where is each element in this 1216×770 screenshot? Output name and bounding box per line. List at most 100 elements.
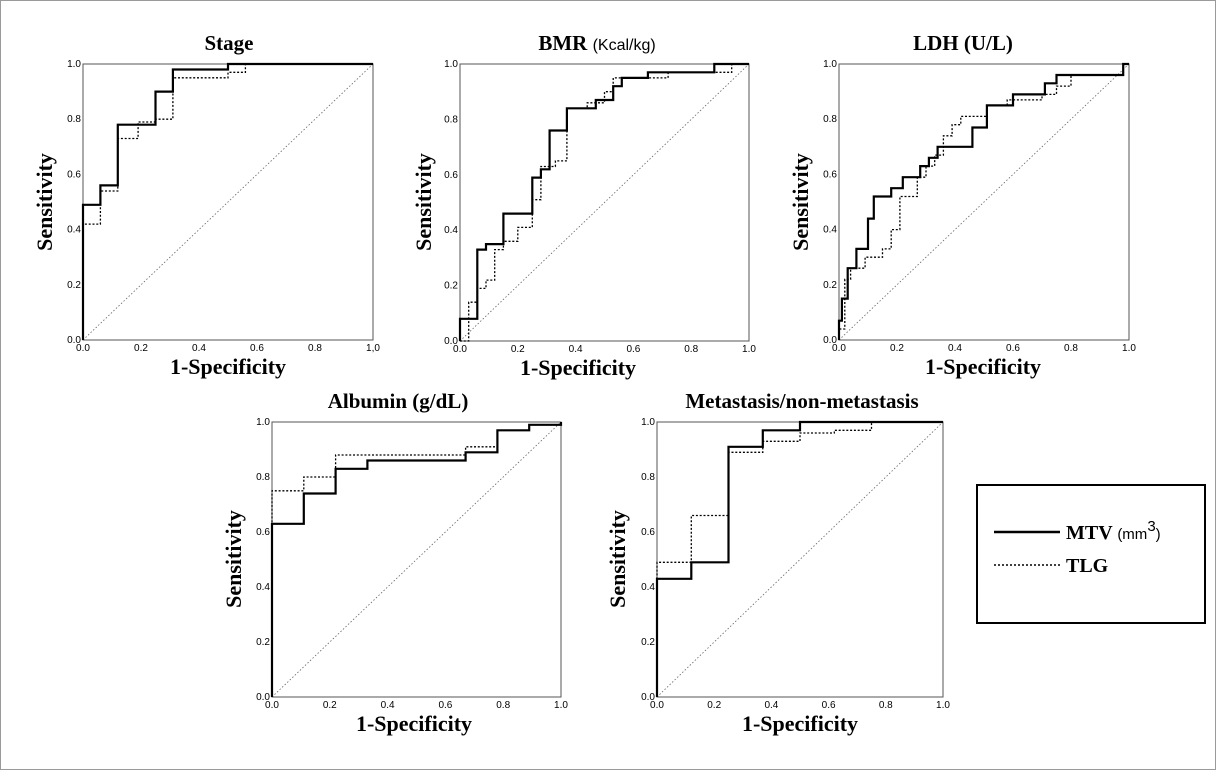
x-tick-label-metastasis: 0.8 [879,700,893,711]
y-tick-label-bmr: 1.0 [444,59,458,70]
x-tick-label-stage: 0.2 [134,343,148,354]
roc-curve-mtv-stage [81,62,373,340]
legend-label-tlg: TLG [1066,555,1109,577]
x-tick-label-albumin: 0.8 [496,700,510,711]
panel-title-stage: Stage [205,31,254,55]
y-tick-label-stage: 0.8 [67,114,81,125]
legend-label-mtv: MTV (mm3) [1066,518,1161,545]
y-tick-label-bmr: 0.6 [444,170,458,181]
panel-metastasis: Metastasis/non-metastasis 0.0 0.2 0.4 0.6 0.… [605,389,950,736]
plot-area-bmr [459,63,750,342]
roc-curve-mtv-albumin [270,422,563,697]
y-tick-label-ldh: 0.6 [823,169,837,180]
roc-curve-mtv-metastasis [655,420,943,697]
x-tick-label-ldh: 1.0 [1122,343,1136,354]
y-tick-label-metastasis: 1.0 [641,417,655,428]
panel-title-bmr-main: BMR [538,31,588,55]
x-tick-label-metastasis: 0.2 [707,700,721,711]
panel-title-albumin: Albumin (g/dL) [328,389,469,413]
x-tick-label-ldh: 0.0 [832,343,846,354]
x-tick-label-metastasis: 1.0 [936,700,950,711]
x-tick-label-albumin: 0.0 [265,700,279,711]
legend-label-mtv-close: ) [1156,526,1161,543]
x-tick-label-bmr: 0.8 [684,344,698,355]
y-tick-label-bmr: 0.0 [444,336,458,347]
x-tick-label-bmr: 0.6 [626,344,640,355]
y-tick-label-stage: 0.0 [67,335,81,346]
y-axis-label-stage: Sensitivity [32,153,57,251]
panel-ldh: LDH (U/L) 0.0 0.2 0.4 0.6 0.8 1.0 0.0 0.2 0.4 0.6… [788,31,1136,379]
x-tick-label-bmr: 0.0 [453,344,467,355]
y-tick-label-albumin: 0.4 [256,582,270,593]
y-tick-label-bmr: 0.8 [444,114,458,125]
y-tick-label-metastasis: 0.8 [641,472,655,483]
reference-diagonal-bmr [459,63,750,342]
y-axis-label-ldh: Sensitivity [788,153,813,251]
x-tick-label-ldh: 0.6 [1006,343,1020,354]
y-tick-label-albumin: 0.6 [256,527,270,538]
plot-area-ldh [838,63,1130,341]
x-tick-label-stage: 1,0 [366,343,380,354]
roc-curve-mtv-ldh [837,62,1129,340]
y-tick-label-metastasis: 0.4 [641,582,655,593]
roc-curve-mtv-bmr [458,62,749,341]
panel-title-bmr: BMR (Kcal/kg) [538,31,655,55]
x-tick-label-bmr: 1.0 [742,344,756,355]
y-tick-label-ldh: 0.4 [823,225,837,236]
y-tick-label-ldh: 1.0 [823,59,837,70]
y-tick-label-stage: 0.2 [67,280,81,291]
panel-title-metastasis: Metastasis/non-metastasis [685,389,918,413]
panel-stage: Stage 0.0 0.2 0.4 0.6 0.8 1,0 0.0 0.2 0.4 0.6 0.8 1… [32,31,380,379]
reference-diagonal-metastasis [656,421,944,698]
y-tick-label-bmr: 0.2 [444,281,458,292]
y-tick-label-albumin: 0.8 [256,472,270,483]
panel-title-ldh-unit: (U/L) [964,31,1013,55]
y-tick-label-albumin: 0.0 [256,692,270,703]
y-tick-label-stage: 0.4 [67,225,81,236]
legend-label-mtv-sup: 3 [1147,518,1155,535]
reference-diagonal-stage [82,63,374,341]
y-tick-label-metastasis: 0.0 [641,692,655,703]
x-axis-label-stage: 1-Specificity [170,354,286,379]
x-tick-label-ldh: 0.4 [948,343,962,354]
y-tick-label-albumin: 1.0 [256,417,270,428]
y-tick-label-bmr: 0.4 [444,225,458,236]
panel-title-ldh: LDH (U/L) [913,31,1013,55]
x-tick-label-ldh: 0.2 [890,343,904,354]
y-tick-label-ldh: 0.0 [823,335,837,346]
x-tick-label-albumin: 0.6 [438,700,452,711]
roc-curve-tlg-bmr [460,63,749,342]
y-axis-label-bmr: Sensitivity [411,153,436,251]
x-tick-label-stage: 0.8 [308,343,322,354]
x-tick-label-metastasis: 0.0 [650,700,664,711]
legend-box [976,484,1206,624]
x-tick-label-ldh: 0.8 [1064,343,1078,354]
legend-label-mtv-unit: (mm [1117,526,1147,543]
y-axis-label-albumin: Sensitivity [221,510,246,608]
y-axis-label-metastasis: Sensitivity [605,510,630,608]
reference-diagonal-ldh [838,63,1130,341]
x-tick-label-bmr: 0.2 [511,344,525,355]
y-tick-label-stage: 1.0 [67,59,81,70]
panel-albumin: Albumin (g/dL) 0.0 0.2 0.4 0.6 0.8 1.0 0.0 0.2 0… [221,389,568,736]
reference-diagonal-albumin [271,421,562,698]
x-axis-label-ldh: 1-Specificity [925,354,1041,379]
x-tick-label-albumin: 1.0 [554,700,568,711]
y-tick-label-metastasis: 0.2 [641,637,655,648]
x-tick-label-stage: 0.4 [192,343,206,354]
x-axis-label-metastasis: 1-Specificity [742,711,858,736]
x-tick-label-metastasis: 0.6 [822,700,836,711]
legend: MTV (mm3) TLG [976,484,1206,624]
x-axis-label-bmr: 1-Specificity [520,355,636,380]
x-axis-label-albumin: 1-Specificity [356,711,472,736]
y-tick-label-stage: 0.6 [67,169,81,180]
x-tick-label-albumin: 0.2 [323,700,337,711]
y-tick-label-ldh: 0.2 [823,280,837,291]
y-tick-label-ldh: 0.8 [823,114,837,125]
panel-title-bmr-unit: (Kcal/kg) [593,37,656,54]
x-tick-label-metastasis: 0.4 [764,700,778,711]
x-tick-label-stage: 0.0 [76,343,90,354]
y-tick-label-albumin: 0.2 [256,637,270,648]
